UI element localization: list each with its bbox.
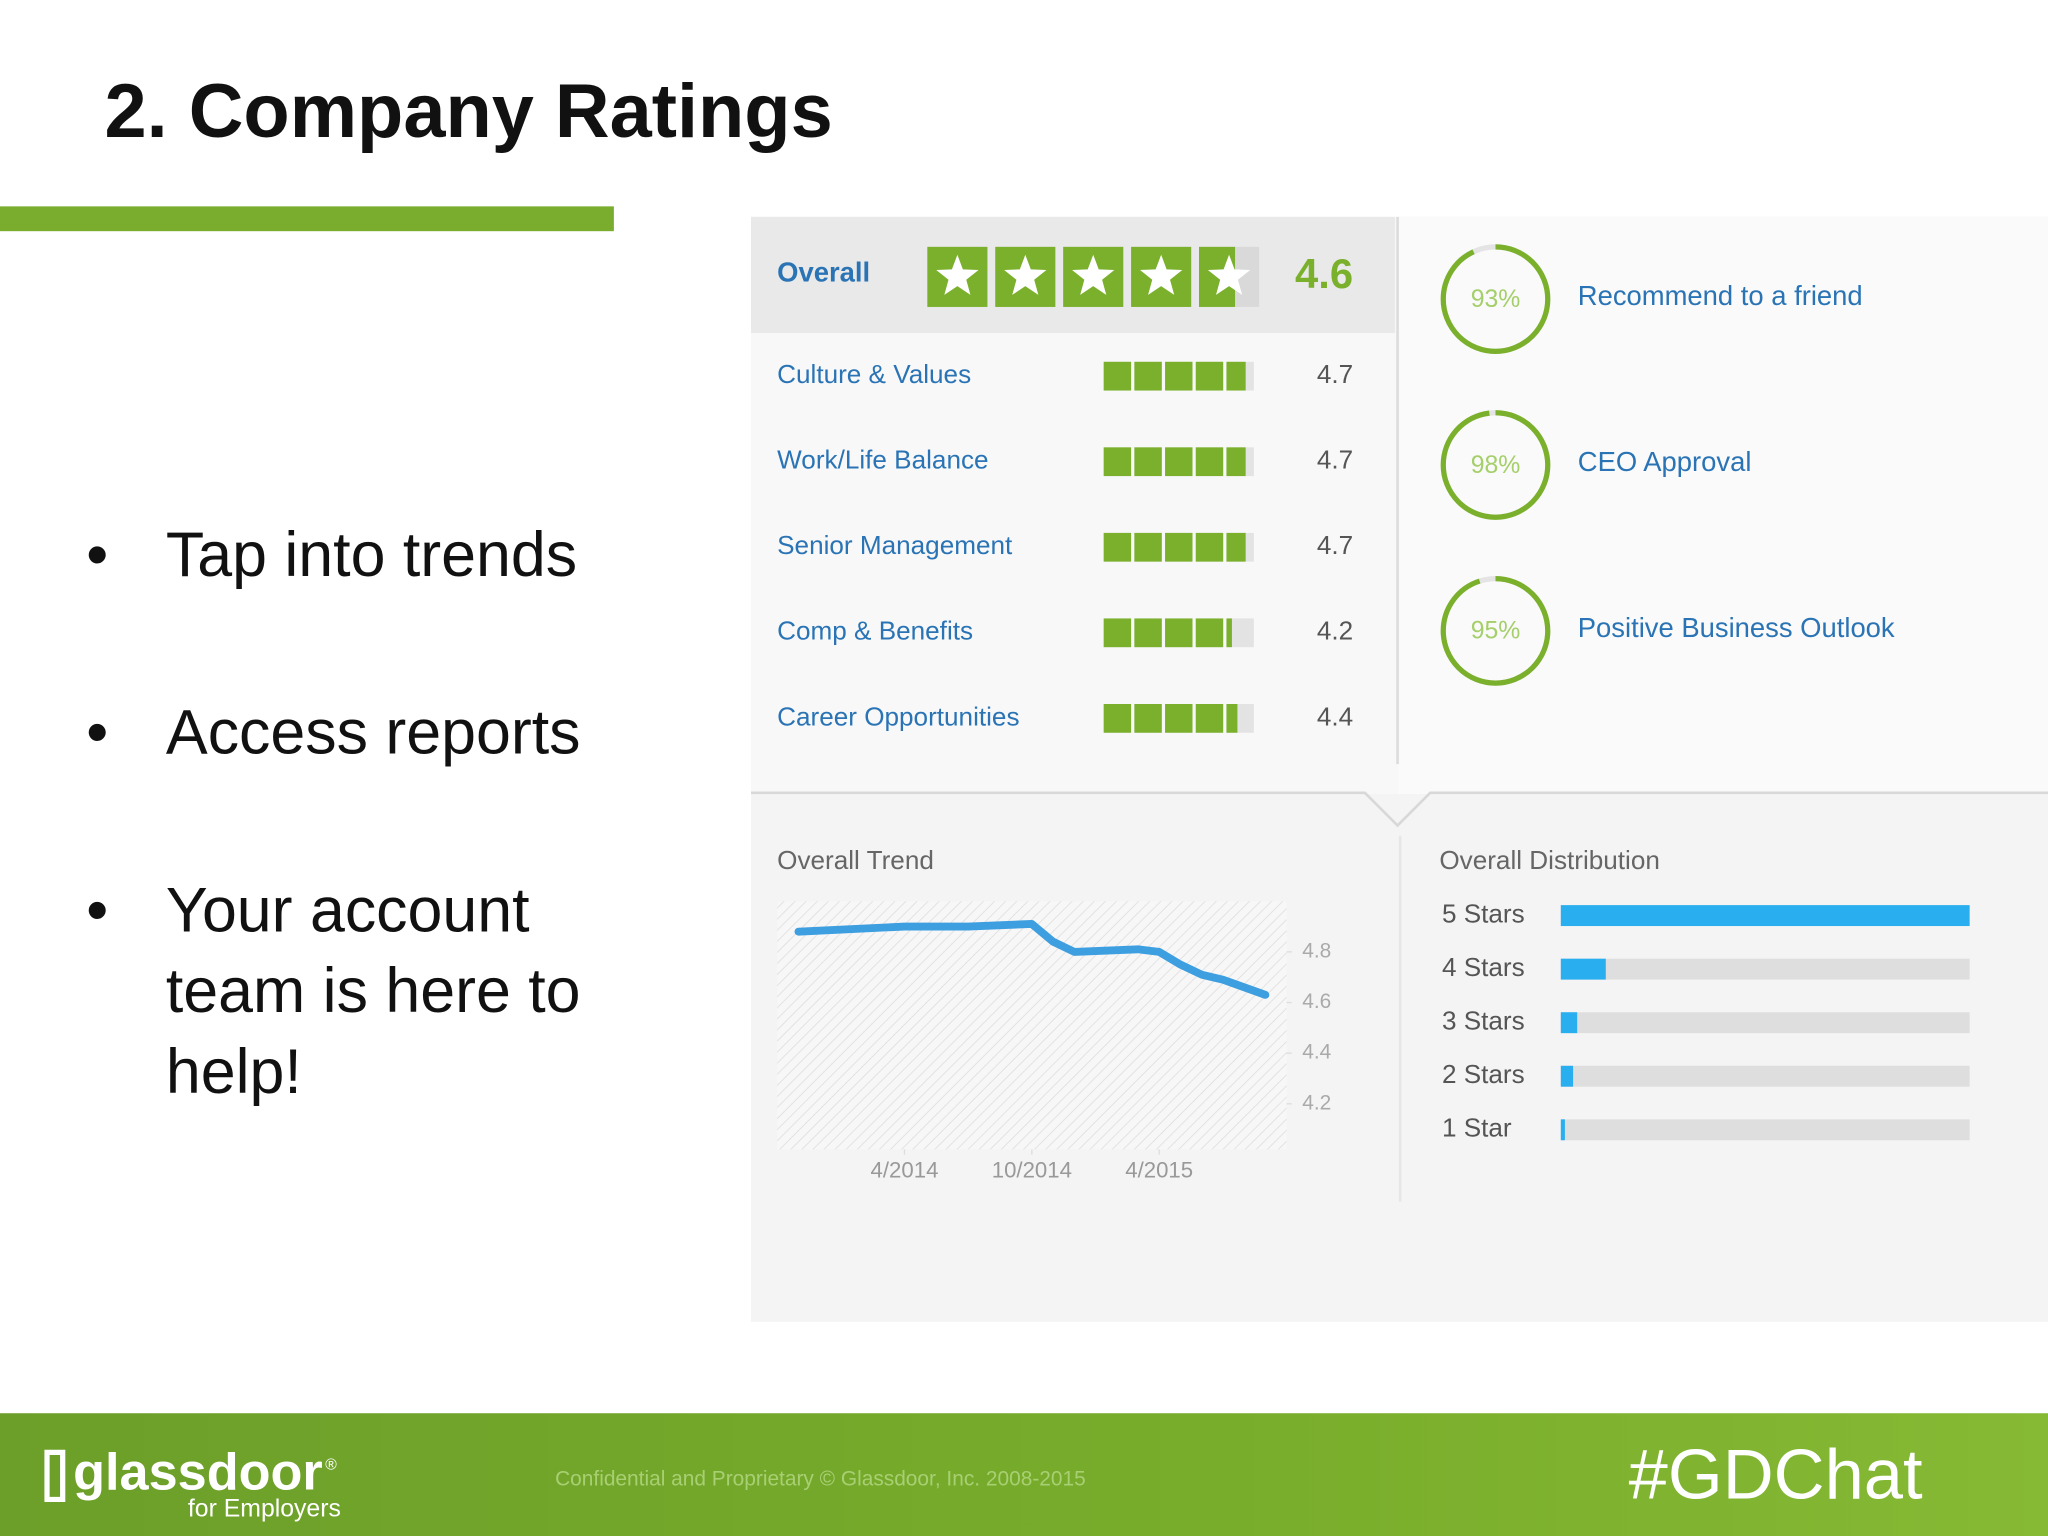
footer: glassdoor ® for Employers Confidential a… (0, 1413, 2048, 1536)
slide-title: 2. Company Ratings (104, 69, 833, 155)
bar-track (1560, 1012, 1970, 1034)
overall-value: 4.6 (1295, 250, 1353, 297)
rating-fill (1103, 618, 1132, 648)
ring-arc (1440, 410, 1551, 520)
y-tick-label: 4.2 (1302, 1091, 1331, 1114)
logo: glassdoor (73, 1444, 323, 1502)
approval-name: Recommend to a friend (1578, 280, 1863, 311)
bullet: Tap into trends (86, 516, 623, 597)
category-value: 4.7 (1317, 530, 1353, 560)
logo-registered: ® (325, 1457, 337, 1474)
category-label: Comp & Benefits (777, 616, 973, 646)
bar (1560, 958, 1606, 980)
rating-fill (1134, 703, 1162, 733)
rating-fill (1103, 532, 1132, 562)
rating-fill (1226, 361, 1246, 391)
category-label: Career Opportunities (777, 701, 1019, 731)
x-tick-label: 4/2015 (1125, 1157, 1193, 1182)
rating-fill (1165, 361, 1193, 391)
ring-label: 98% (1471, 452, 1521, 479)
approval-name: CEO Approval (1578, 446, 1752, 477)
rating-fill (1195, 703, 1224, 733)
rating-fill (1195, 361, 1224, 391)
trend-title: Overall Trend (777, 845, 934, 875)
category-label: Work/Life Balance (777, 445, 988, 475)
bar-track (1560, 1119, 1970, 1141)
logo-subtitle: for Employers (188, 1495, 341, 1522)
rating-fill (1226, 532, 1246, 562)
rating-fill (1134, 618, 1162, 648)
bar-track (1560, 958, 1970, 980)
x-tick-label: 4/2014 (871, 1157, 939, 1182)
copyright: Confidential and Proprietary © Glassdoor… (555, 1467, 1086, 1490)
rating-fill (1134, 361, 1162, 391)
rating-fill (1103, 447, 1132, 477)
rating-fill (1165, 532, 1193, 562)
y-tick-label: 4.6 (1302, 990, 1331, 1013)
star-icon (1072, 254, 1115, 295)
rating-fill (1103, 361, 1132, 391)
star-icon (1139, 254, 1183, 295)
ring-label: 95% (1471, 618, 1521, 645)
star-icon (936, 254, 979, 295)
x-tick-label: 10/2014 (992, 1157, 1072, 1182)
bar (1560, 1119, 1565, 1141)
rating-fill (1165, 618, 1193, 648)
star-icon (1207, 254, 1251, 295)
rating-fill (1134, 447, 1162, 477)
category-value: 4.7 (1317, 445, 1353, 475)
title-rule (0, 206, 614, 232)
bar-label: 4 Stars (1442, 952, 1525, 982)
rating-fill (1195, 618, 1224, 648)
bar-track (1560, 1065, 1970, 1087)
overall-label: Overall (777, 257, 870, 288)
footer-graphics: glassdoor ® for Employers Confidential a… (44, 1434, 1923, 1522)
bar-label: 5 Stars (1442, 898, 1525, 928)
trend-line (794, 920, 1270, 999)
ring-arc (1440, 575, 1551, 686)
category-label: Senior Management (777, 530, 1013, 560)
category-value: 4.4 (1317, 701, 1353, 731)
bullet: Access reports (86, 694, 623, 775)
rating-fill (1103, 703, 1132, 733)
rating-fill (1195, 532, 1224, 562)
ring-arc (1440, 244, 1551, 354)
y-tick-label: 4.8 (1302, 939, 1331, 962)
bullet: Your account team is here to help! (86, 871, 623, 1114)
distribution-title: Overall Distribution (1439, 845, 1660, 875)
rating-fill (1165, 703, 1193, 733)
rating-fill (1226, 703, 1238, 733)
bar (1560, 1012, 1578, 1034)
bar-label: 3 Stars (1442, 1006, 1525, 1036)
star-icon (1004, 254, 1047, 295)
rating-fill (1195, 447, 1224, 477)
section-divider (751, 791, 2048, 828)
logo-icon (44, 1449, 66, 1503)
plot-area (777, 901, 1287, 1150)
rating-fill (1165, 447, 1193, 477)
rating-fill (1226, 447, 1246, 477)
bar-label: 1 Star (1442, 1113, 1512, 1143)
y-tick-label: 4.4 (1302, 1041, 1331, 1064)
bullet-list: Tap into trends Access reports Your acco… (86, 516, 635, 1211)
ring-label: 93% (1471, 286, 1521, 313)
category-value: 4.7 (1317, 359, 1353, 389)
category-value: 4.2 (1317, 616, 1353, 646)
bar (1560, 905, 1970, 927)
approval-panel (1397, 216, 2048, 795)
rating-fill (1134, 532, 1162, 562)
hashtag: #GDChat (1629, 1434, 1923, 1513)
bar (1560, 1065, 1574, 1087)
rating-fill (1226, 618, 1232, 648)
bar-label: 2 Stars (1442, 1059, 1525, 1089)
category-label: Culture & Values (777, 359, 971, 389)
approval-name: Positive Business Outlook (1578, 612, 1895, 643)
